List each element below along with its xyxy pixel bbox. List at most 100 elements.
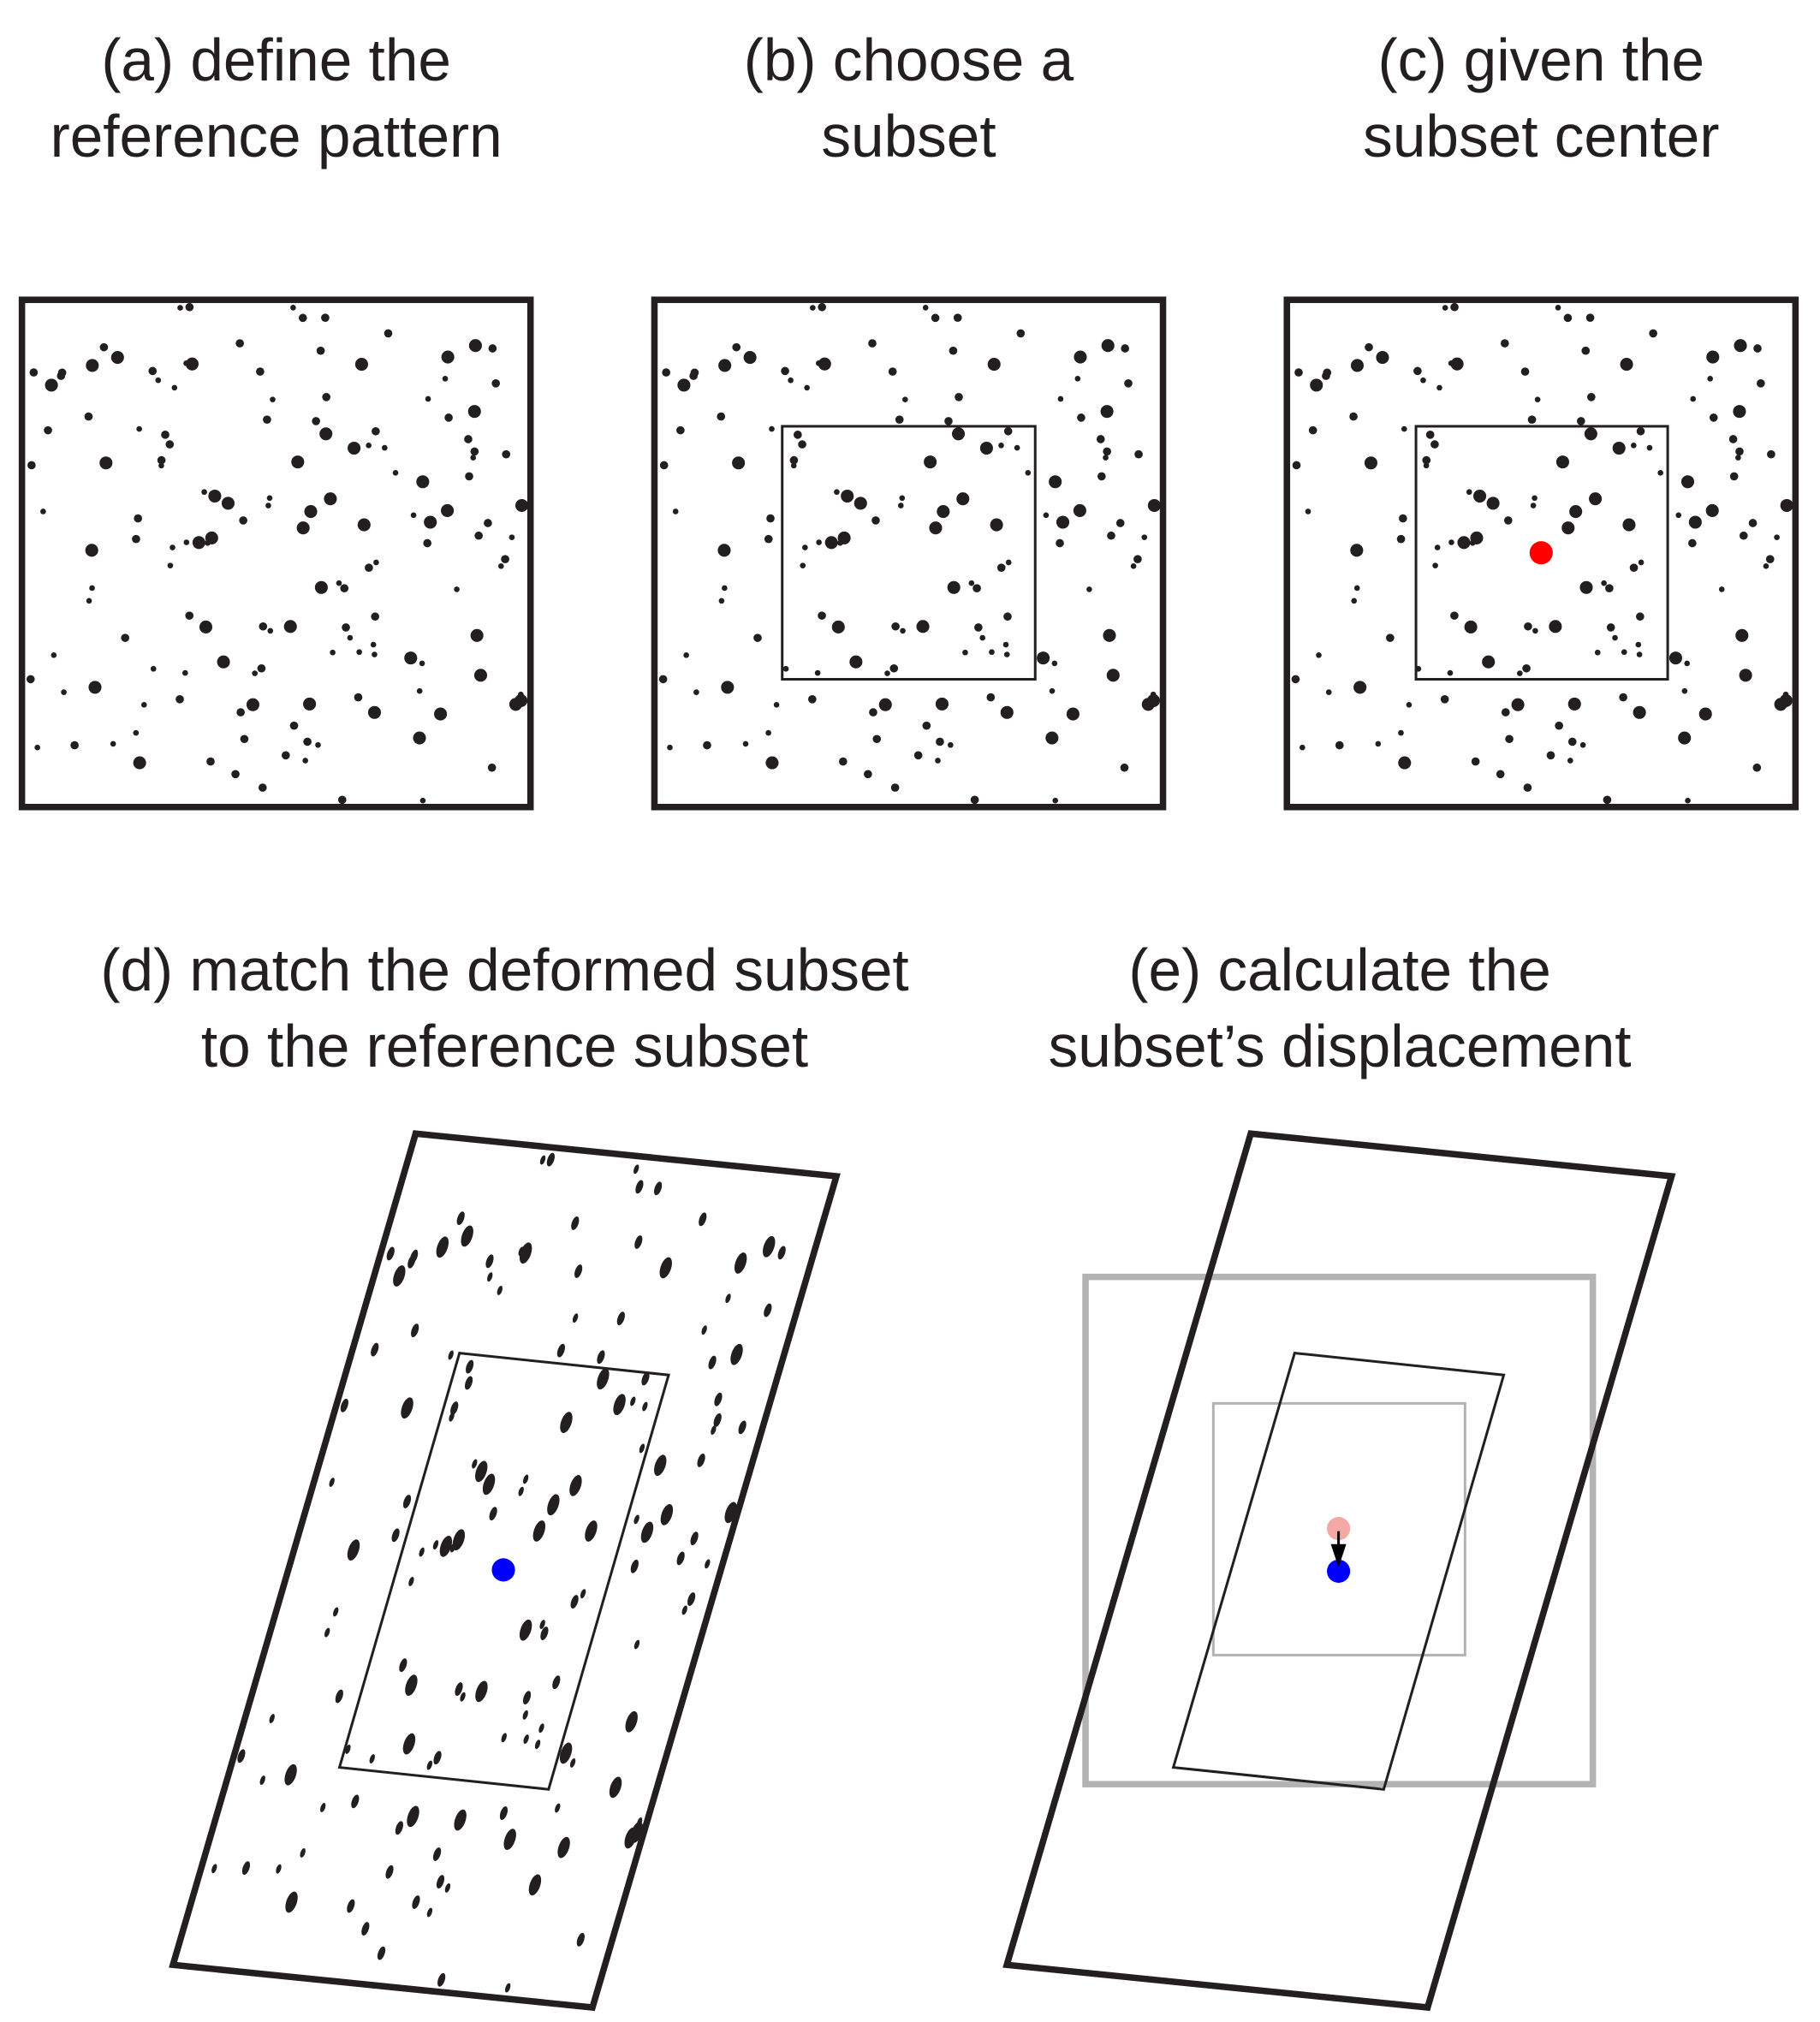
speckle-dot bbox=[687, 1592, 696, 1606]
speckle-dot bbox=[734, 1252, 747, 1274]
speckle-dot bbox=[411, 1323, 419, 1338]
reference-subset-c bbox=[1414, 425, 1669, 681]
speckle-dot bbox=[660, 1503, 674, 1525]
deformed-subset-d bbox=[337, 1351, 670, 1791]
speckle-dot bbox=[465, 472, 473, 481]
speckle-dot bbox=[454, 1809, 467, 1831]
speckle-dot bbox=[1051, 660, 1058, 667]
speckle-dot bbox=[1684, 660, 1691, 667]
reference-image-frame-a bbox=[18, 296, 534, 811]
speckle-dot bbox=[282, 751, 290, 760]
speckle-dot bbox=[1638, 559, 1645, 566]
speckle-dot bbox=[371, 1342, 379, 1357]
speckle-dot bbox=[1052, 797, 1059, 804]
reference-image-frame-c bbox=[1283, 296, 1799, 811]
speckle-dot bbox=[1594, 649, 1601, 656]
speckle-dot bbox=[384, 329, 393, 338]
speckle-dot bbox=[1500, 339, 1509, 348]
speckle-dot bbox=[312, 417, 320, 425]
speckle-dot bbox=[1729, 472, 1739, 481]
speckle-dot bbox=[448, 1350, 454, 1360]
speckle-dot bbox=[1447, 669, 1454, 676]
speckle-dot bbox=[1003, 651, 1010, 657]
speckle-dot bbox=[523, 1734, 529, 1745]
speckle-dot bbox=[455, 1682, 463, 1697]
speckle-dot bbox=[654, 1181, 663, 1196]
speckle-dot bbox=[949, 346, 958, 355]
speckle-dot bbox=[1681, 687, 1688, 694]
speckle-dot bbox=[1589, 492, 1603, 506]
speckle-dot bbox=[1133, 555, 1142, 564]
speckle-dot bbox=[1517, 670, 1523, 676]
speckle-dot bbox=[640, 1521, 654, 1543]
speckle-dot bbox=[804, 384, 810, 391]
speckle-dot bbox=[474, 531, 483, 540]
speckle-dot bbox=[872, 734, 882, 744]
speckle-dot bbox=[569, 1475, 582, 1496]
speckle-dot bbox=[441, 350, 455, 364]
speckle-dot bbox=[444, 1882, 451, 1893]
speckle-dot bbox=[269, 1714, 275, 1724]
speckle-dot bbox=[1325, 689, 1332, 695]
speckle-dot bbox=[1555, 305, 1561, 311]
speckle-dot bbox=[291, 455, 305, 469]
speckle-dot bbox=[408, 1577, 414, 1586]
speckle-dot bbox=[1622, 518, 1636, 532]
speckle-dot bbox=[1688, 515, 1702, 529]
speckle-dot bbox=[732, 342, 741, 352]
speckle-dot bbox=[1496, 770, 1505, 779]
speckle-dot bbox=[1335, 740, 1344, 750]
speckle-dot bbox=[1587, 392, 1596, 401]
speckle-dot bbox=[267, 627, 274, 634]
speckle-dot bbox=[1520, 367, 1530, 376]
speckle-dot bbox=[1561, 521, 1575, 535]
speckle-dot bbox=[1103, 628, 1116, 642]
deformed-subset-e bbox=[1171, 1351, 1506, 1791]
speckle-dot bbox=[765, 756, 779, 770]
speckle-dot bbox=[433, 1751, 442, 1765]
speckle-dot bbox=[690, 1531, 699, 1546]
speckle-dot bbox=[690, 368, 699, 378]
speckle-dot bbox=[1398, 756, 1412, 770]
speckle-dot bbox=[491, 378, 501, 388]
speckle-dot bbox=[1448, 360, 1454, 366]
speckle-dot bbox=[714, 1392, 723, 1406]
speckle-dot bbox=[1735, 628, 1749, 642]
speckle-dot bbox=[419, 660, 425, 667]
speckle-dot bbox=[703, 740, 711, 750]
speckle-dot bbox=[1074, 350, 1087, 364]
speckle-dot bbox=[1471, 757, 1480, 766]
speckle-dot bbox=[1002, 641, 1009, 648]
speckle-dot bbox=[625, 1710, 638, 1733]
speckle-dot bbox=[597, 1350, 605, 1365]
speckle-dot bbox=[416, 475, 430, 489]
deformed-image-frame-e bbox=[1002, 1130, 1676, 2012]
speckle-dot bbox=[515, 498, 529, 513]
speckle-dot bbox=[1442, 305, 1448, 311]
speckle-dot bbox=[1569, 504, 1583, 519]
speckle-dot bbox=[1707, 376, 1713, 382]
speckle-dot bbox=[461, 1225, 473, 1247]
speckle-dot bbox=[86, 598, 92, 604]
speckle-dot bbox=[1351, 598, 1358, 604]
speckle-dot bbox=[1375, 740, 1382, 747]
speckle-dot bbox=[1728, 435, 1738, 443]
speckle-dot bbox=[895, 415, 904, 425]
speckle-dot bbox=[1049, 687, 1056, 694]
speckle-dot bbox=[1130, 563, 1137, 569]
speckle-dot bbox=[1675, 512, 1682, 519]
speckle-dot bbox=[808, 695, 817, 704]
speckle-dot bbox=[452, 1529, 466, 1551]
speckle-dot bbox=[658, 675, 668, 684]
speckle-dot bbox=[1473, 489, 1487, 503]
speckle-dot bbox=[1450, 357, 1464, 371]
speckle-dot bbox=[1511, 698, 1525, 711]
speckle-dot bbox=[70, 740, 79, 750]
speckle-dot bbox=[1350, 359, 1365, 372]
speckle-dot bbox=[110, 740, 116, 747]
speckle-dot bbox=[1323, 368, 1332, 378]
speckle-dot bbox=[902, 396, 908, 403]
speckle-dot bbox=[951, 427, 966, 441]
speckle-dot bbox=[330, 649, 336, 656]
speckle-dot bbox=[85, 544, 98, 557]
